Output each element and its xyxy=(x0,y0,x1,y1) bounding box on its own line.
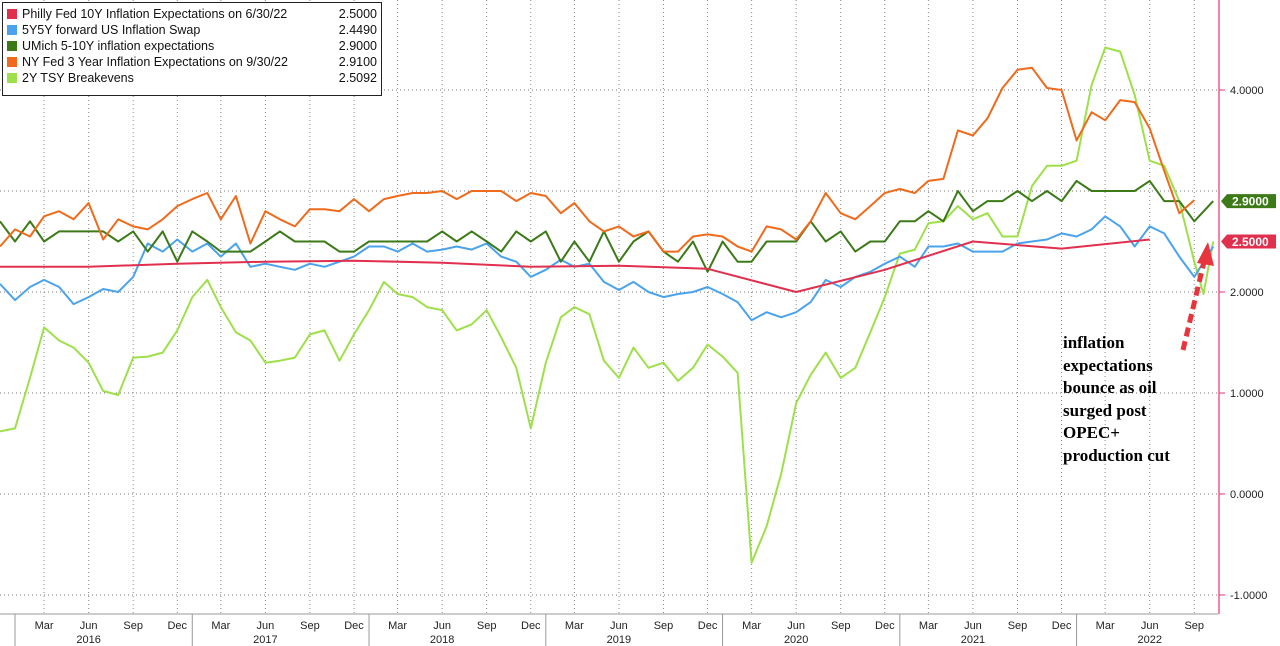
y-tick-label: 0.0000 xyxy=(1230,489,1264,501)
legend-label: NY Fed 3 Year Inflation Expectations on … xyxy=(22,55,288,69)
annotation-arrow xyxy=(1180,242,1214,351)
x-month-label: Dec xyxy=(875,620,895,632)
x-month-label: Mar xyxy=(211,620,230,632)
x-month-label: Sep xyxy=(477,620,497,632)
legend-item: UMich 5-10Y inflation expectations 2.900… xyxy=(7,38,377,54)
legend-label: 2Y TSY Breakevens xyxy=(22,71,134,85)
x-month-label: Jun xyxy=(257,620,275,632)
legend-swatch xyxy=(7,73,17,83)
x-month-label: Sep xyxy=(1184,620,1204,632)
x-month-label: Mar xyxy=(565,620,584,632)
x-month-label: Sep xyxy=(654,620,674,632)
x-month-label: Jun xyxy=(964,620,982,632)
last-value-tag xyxy=(1221,194,1276,209)
last-value-tag-label: 2.9000 xyxy=(1232,195,1269,209)
x-month-label: Dec xyxy=(1052,620,1072,632)
x-month-label: Sep xyxy=(831,620,851,632)
y-tick-label: 1.0000 xyxy=(1230,388,1264,400)
y-tick-label: -1.0000 xyxy=(1230,590,1267,602)
legend-value: 2.5092 xyxy=(338,71,377,85)
series-line xyxy=(0,215,1215,322)
y-tick-label: 2.0000 xyxy=(1230,287,1264,299)
x-month-label: Sep xyxy=(1008,620,1028,632)
x-month-label: Jun xyxy=(610,620,628,632)
legend-item: 5Y5Y forward US Inflation Swap 2.4490 xyxy=(7,22,377,38)
x-month-label: Jun xyxy=(1141,620,1159,632)
last-value-tag xyxy=(1221,234,1276,249)
legend-swatch xyxy=(7,9,17,19)
x-month-label: Dec xyxy=(521,620,541,632)
y-tick-label: 4.0000 xyxy=(1230,85,1264,97)
legend-value: 2.9100 xyxy=(338,55,377,69)
x-month-label: Sep xyxy=(123,620,143,632)
legend-label: UMich 5-10Y inflation expectations xyxy=(22,39,215,53)
legend-item: 2Y TSY Breakevens 2.5092 xyxy=(7,70,377,86)
annotation-arrow-shaft xyxy=(1180,261,1207,351)
grid-lines xyxy=(0,0,1218,614)
x-year-label: 2020 xyxy=(784,634,808,646)
x-month-label: Jun xyxy=(787,620,805,632)
series-lines xyxy=(0,46,1215,564)
x-year-label: 2022 xyxy=(1137,634,1161,646)
x-month-label: Mar xyxy=(1096,620,1115,632)
legend-swatch xyxy=(7,57,17,67)
legend-swatch xyxy=(7,25,17,35)
legend-item: Philly Fed 10Y Inflation Expectations on… xyxy=(7,6,377,22)
x-month-label: Jun xyxy=(433,620,451,632)
x-month-label: Dec xyxy=(698,620,718,632)
series-line xyxy=(0,46,1215,564)
x-year-label: 2017 xyxy=(253,634,277,646)
x-month-label: Dec xyxy=(167,620,187,632)
series-line xyxy=(0,66,1195,253)
legend-swatch xyxy=(7,41,17,51)
x-month-label: Mar xyxy=(919,620,938,632)
legend-label: Philly Fed 10Y Inflation Expectations on… xyxy=(22,7,288,21)
legend-value: 2.4490 xyxy=(338,23,377,37)
annotation-arrow-head xyxy=(1197,242,1214,266)
series-line xyxy=(0,179,1214,273)
x-month-label: Dec xyxy=(344,620,364,632)
x-month-label: Mar xyxy=(35,620,54,632)
annotation-text: inflation expectations bounce as oil sur… xyxy=(1063,333,1170,465)
x-year-label: 2019 xyxy=(607,634,631,646)
x-month-label: Sep xyxy=(300,620,320,632)
legend-label: 5Y5Y forward US Inflation Swap xyxy=(22,23,201,37)
last-value-tag-label: 2.5000 xyxy=(1232,235,1269,249)
legend: Philly Fed 10Y Inflation Expectations on… xyxy=(2,2,382,96)
x-year-label: 2016 xyxy=(76,634,100,646)
legend-value: 2.5000 xyxy=(338,7,377,21)
x-month-label: Mar xyxy=(742,620,761,632)
series-line xyxy=(0,238,1150,293)
x-month-label: Jun xyxy=(80,620,98,632)
x-year-label: 2018 xyxy=(430,634,454,646)
x-month-label: Mar xyxy=(388,620,407,632)
x-year-label: 2021 xyxy=(961,634,985,646)
legend-value: 2.9000 xyxy=(338,39,377,53)
legend-item: NY Fed 3 Year Inflation Expectations on … xyxy=(7,54,377,70)
